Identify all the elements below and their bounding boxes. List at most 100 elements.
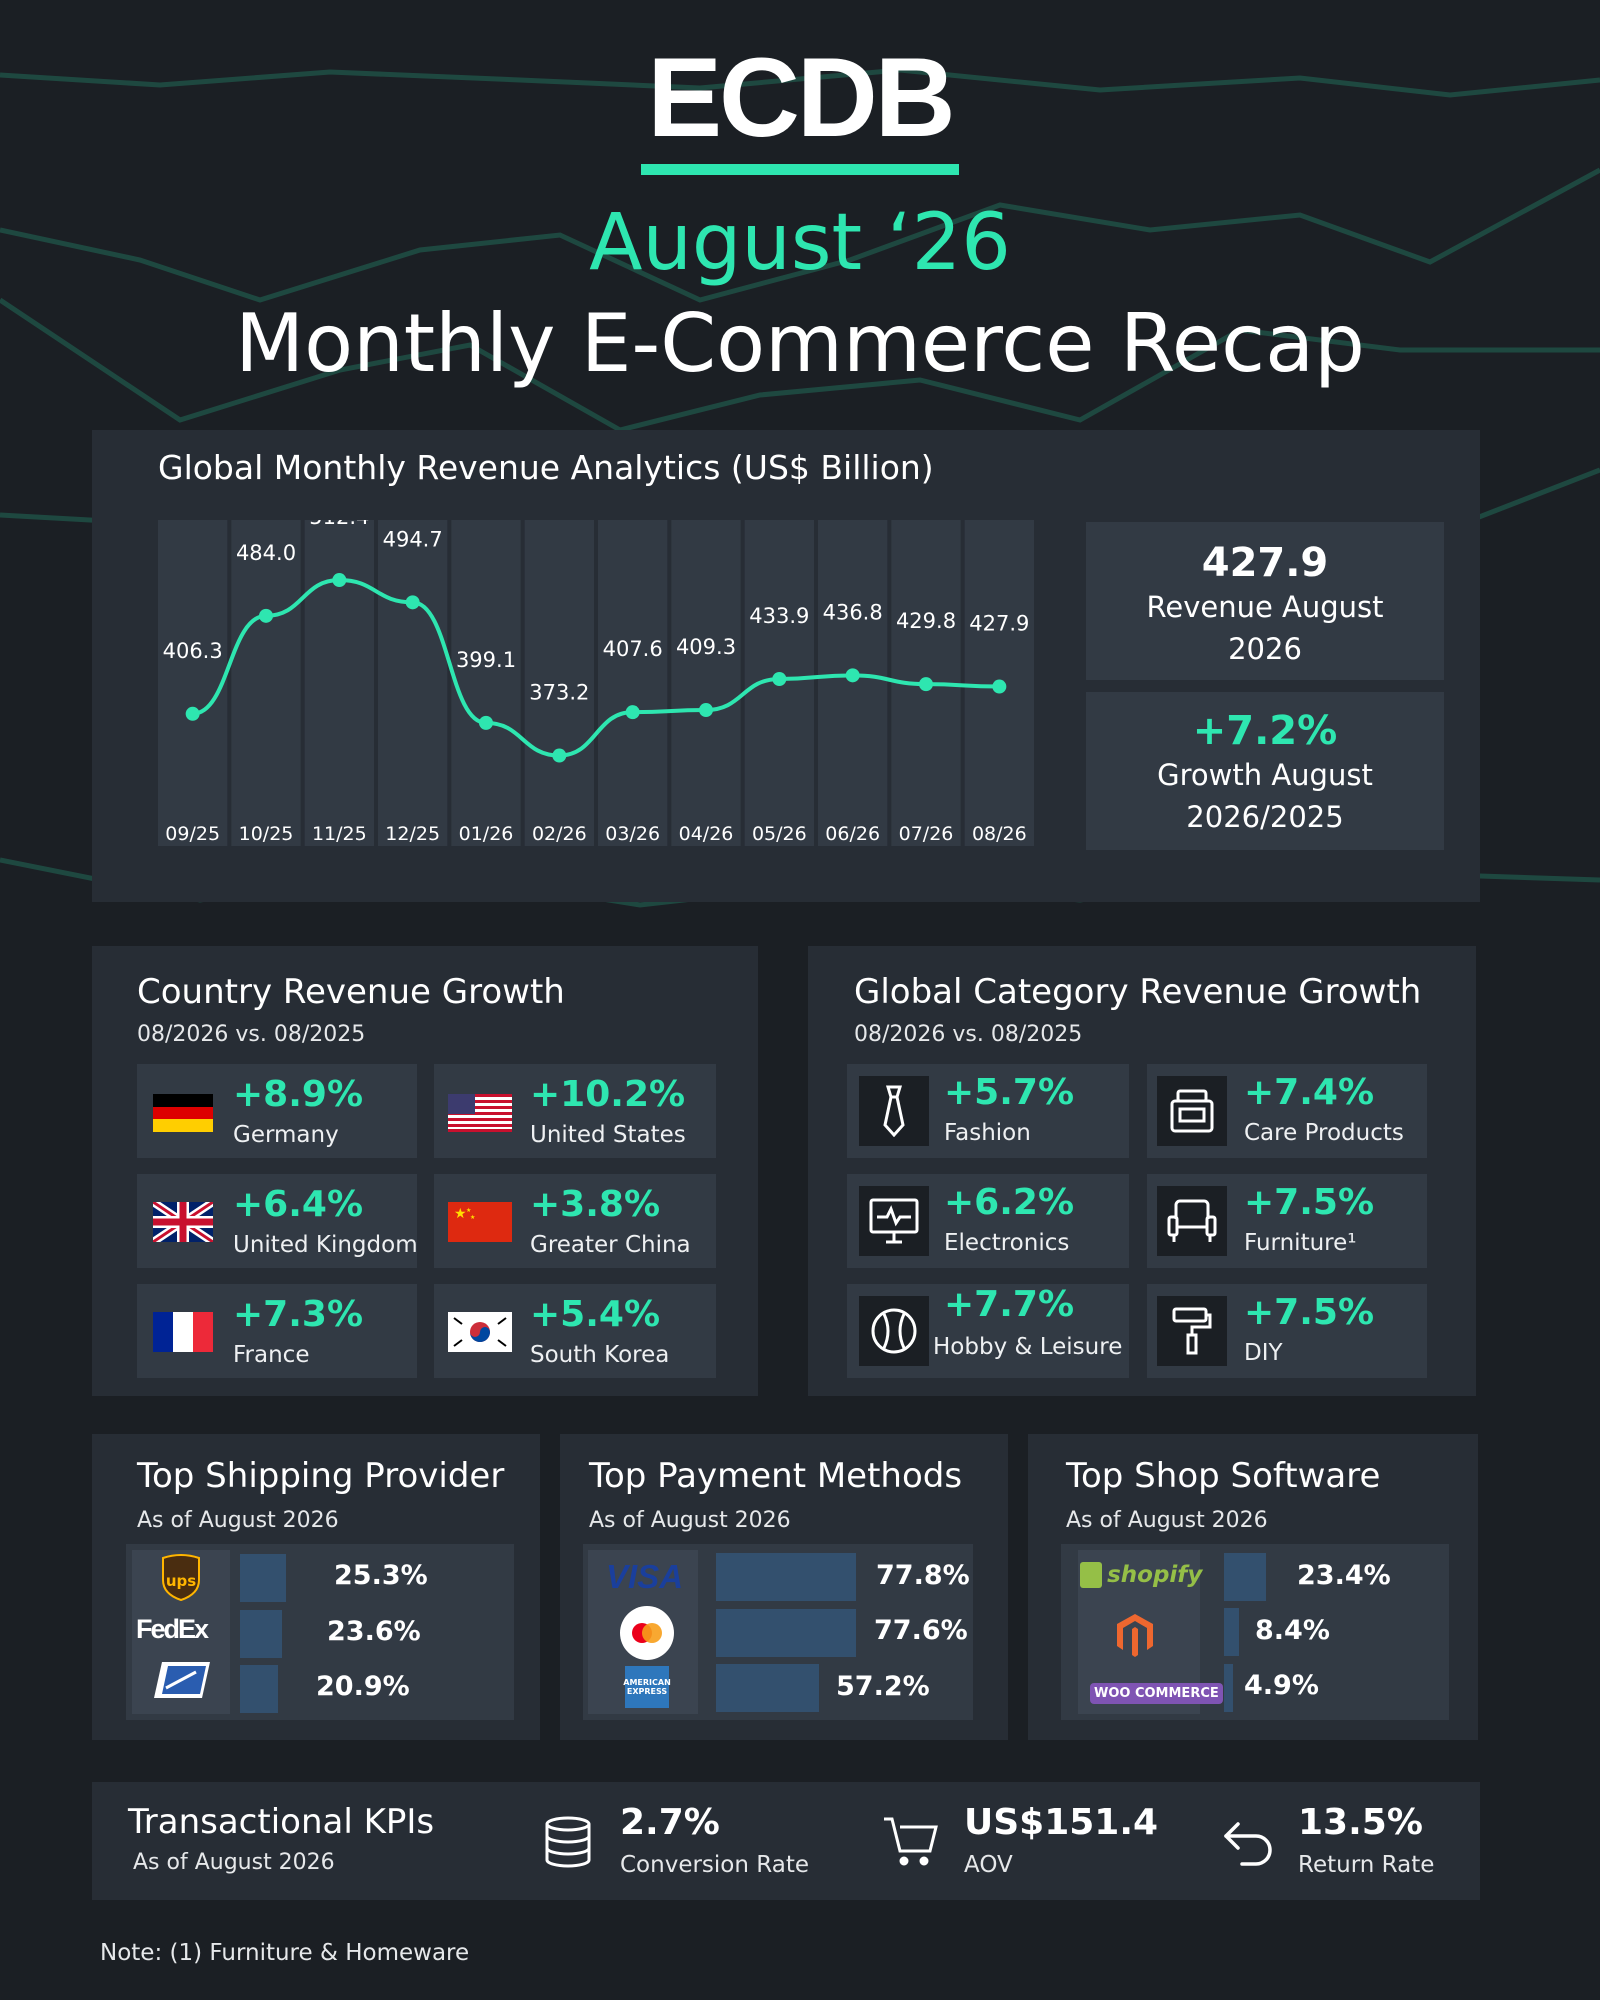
woocommerce-logo-text: WOO COMMERCE: [1090, 1683, 1223, 1704]
category-growth-value: +7.7%: [944, 1284, 1075, 1325]
category-growth-value: +6.2%: [944, 1182, 1075, 1223]
country-growth-value: +6.4%: [233, 1184, 364, 1225]
category-name: Electronics: [944, 1230, 1070, 1256]
france-flag: [153, 1312, 213, 1352]
x-tick-label: 12/25: [385, 823, 440, 845]
svg-text:ups: ups: [166, 1572, 196, 1590]
data-point: [552, 748, 567, 763]
data-label: 406.3: [163, 639, 223, 663]
country-name: Greater China: [530, 1232, 691, 1258]
x-tick-label: 11/25: [312, 823, 367, 845]
data-label: 427.9: [969, 612, 1029, 636]
category-name: Hobby & Leisure: [933, 1334, 1123, 1360]
fedex-logo: FedEx: [136, 1614, 209, 1645]
country-title: Country Revenue Growth: [137, 972, 565, 1012]
x-tick-label: 05/26: [752, 823, 807, 845]
usps-logo: [152, 1660, 212, 1700]
kpi-panel: [92, 1782, 1480, 1900]
uk-flag: [153, 1202, 213, 1242]
category-growth-value: +7.5%: [1244, 1292, 1375, 1333]
chart-column-bg: [304, 520, 374, 846]
payment-bar-value: 57.2%: [836, 1671, 930, 1702]
category-name: Fashion: [944, 1120, 1031, 1146]
data-point: [625, 705, 640, 720]
shipping-bar-value: 23.6%: [327, 1616, 421, 1647]
x-tick-label: 04/26: [679, 823, 734, 845]
data-point: [185, 706, 200, 721]
armchair-icon: [1157, 1186, 1227, 1256]
kpi-aov-value: US$151.4: [964, 1802, 1159, 1843]
care-products-icon: [1157, 1076, 1227, 1146]
svg-text:★: ★: [470, 1214, 475, 1221]
shop-software-bar-value: 8.4%: [1255, 1615, 1330, 1646]
kpi-return-value: 13.5%: [1298, 1802, 1423, 1843]
shipping-bar: [240, 1610, 283, 1658]
data-point: [772, 671, 787, 686]
svg-text:★: ★: [454, 1206, 467, 1222]
kpi-aov-label: AOV: [964, 1852, 1013, 1878]
country-tile-usa: +10.2% United States: [434, 1064, 716, 1158]
shopify-logo: shopify: [1080, 1562, 1202, 1588]
south-korea-flag: [448, 1312, 512, 1352]
kpi-conversion-label: Conversion Rate: [620, 1852, 809, 1878]
woocommerce-logo: WOO COMMERCE: [1090, 1682, 1223, 1704]
category-growth-value: +7.4%: [1244, 1072, 1375, 1113]
country-tile-south-korea: +5.4% South Korea: [434, 1284, 716, 1378]
kpi-subtitle: As of August 2026: [133, 1850, 335, 1875]
data-label: 436.8: [823, 600, 883, 624]
paint-roller-icon: [1157, 1296, 1227, 1366]
data-point: [699, 703, 713, 718]
shipping-bar: [240, 1554, 286, 1602]
visa-logo: VISA: [606, 1558, 684, 1595]
payment-title: Top Payment Methods: [589, 1456, 963, 1496]
data-point: [259, 608, 273, 623]
shipping-title: Top Shipping Provider: [137, 1456, 505, 1496]
country-name: Germany: [233, 1122, 339, 1148]
ups-logo: ups: [158, 1554, 204, 1602]
shipping-bar-value: 25.3%: [334, 1560, 428, 1591]
chart-column-bg: [598, 520, 668, 846]
data-label: 409.3: [676, 635, 736, 659]
shop-software-bar: [1224, 1608, 1240, 1656]
country-subtitle: 08/2026 vs. 08/2025: [137, 1022, 366, 1047]
kpi-return-label: Return Rate: [1298, 1852, 1435, 1878]
shipping-subtitle: As of August 2026: [137, 1508, 339, 1533]
country-name: United Kingdom: [233, 1232, 418, 1258]
x-tick-label: 08/26: [972, 823, 1027, 845]
revenue-line-chart: 09/25 10/25 11/25 12/25 01/26 02/26 03/26 04/26…: [158, 520, 1034, 846]
revenue-growth-label: Growth August 2026/2025: [1157, 758, 1373, 834]
payment-bar: [716, 1664, 819, 1712]
category-growth-value: +7.5%: [1244, 1182, 1375, 1223]
baseball-icon: [859, 1296, 929, 1366]
svg-text:★: ★: [466, 1207, 471, 1214]
revenue-growth-card: +7.2% Growth August 2026/2025: [1086, 692, 1444, 850]
chart-column-bg: [818, 520, 888, 846]
payment-bar-value: 77.6%: [874, 1615, 968, 1646]
x-tick-label: 07/26: [899, 823, 954, 845]
x-tick-label: 03/26: [605, 823, 660, 845]
shipping-bar-value: 20.9%: [316, 1671, 410, 1702]
germany-flag: [153, 1094, 213, 1132]
current-revenue-value: 427.9: [1201, 540, 1329, 586]
country-tile-china: ★ ★ ★ +3.8% Greater China: [434, 1174, 716, 1268]
page-title: Monthly E-Commerce Recap: [235, 297, 1365, 390]
x-tick-label: 01/26: [459, 823, 514, 845]
return-arrow-icon: [1220, 1814, 1280, 1870]
country-name: United States: [530, 1122, 686, 1148]
category-name: DIY: [1244, 1340, 1283, 1366]
country-growth-value: +8.9%: [233, 1074, 364, 1115]
chart-column-bg: [671, 520, 741, 846]
footnote: Note: (1) Furniture & Homeware: [100, 1940, 470, 1966]
category-tile-care-products: +7.4% Care Products: [1147, 1064, 1427, 1158]
category-growth-value: +5.7%: [944, 1072, 1075, 1113]
country-tile-france: +7.3% France: [137, 1284, 417, 1378]
tie-icon: [859, 1076, 929, 1146]
country-growth-value: +7.3%: [233, 1294, 364, 1335]
kpi-conversion-value: 2.7%: [620, 1802, 720, 1843]
country-name: South Korea: [530, 1342, 670, 1368]
country-growth-value: +5.4%: [530, 1294, 661, 1335]
payment-bar: [716, 1553, 857, 1601]
data-label: 407.6: [603, 637, 663, 661]
current-revenue-card: 427.9 Revenue August 2026: [1086, 522, 1444, 680]
data-label: 484.0: [236, 541, 296, 565]
